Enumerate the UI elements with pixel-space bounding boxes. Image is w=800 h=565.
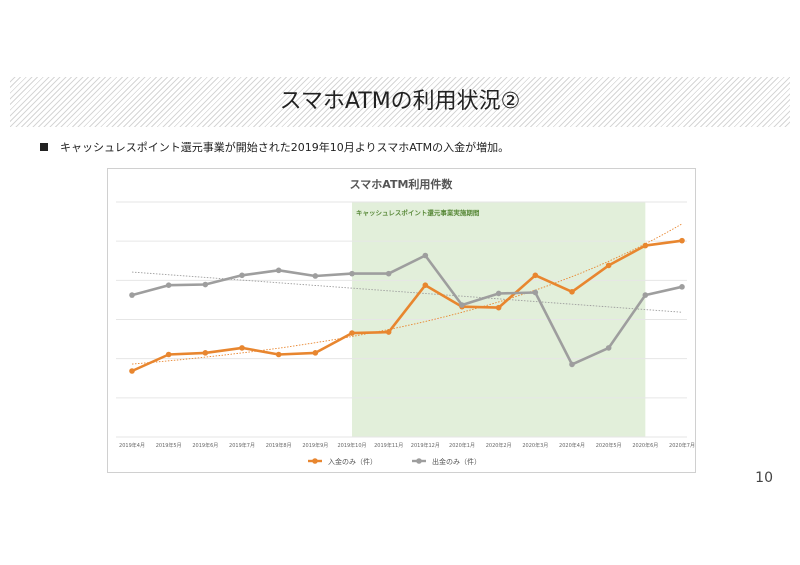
bullet-square-icon — [40, 143, 48, 151]
data-point-withdrawal — [569, 361, 575, 368]
data-point-withdrawal — [679, 284, 685, 290]
x-tick-label: 2019年7月 — [229, 442, 255, 449]
data-point-deposit — [165, 351, 172, 358]
data-point-deposit — [349, 330, 355, 336]
x-tick-label: 2020年6月 — [632, 442, 658, 449]
series-line-withdrawal — [131, 254, 683, 366]
chart-title: スマホATM利用件数 — [350, 177, 454, 191]
x-tick-label: 2019年11月 — [374, 442, 403, 449]
legend-label: 入金のみ（件） — [328, 457, 377, 466]
data-point-deposit — [679, 237, 685, 244]
x-tick-label: 2020年2月 — [486, 442, 512, 449]
data-point-deposit — [532, 272, 539, 279]
data-point-deposit — [385, 329, 392, 335]
data-point-withdrawal — [422, 252, 429, 259]
title-band: スマホATMの利用状況② — [10, 77, 790, 127]
highlight-label: キャッシュレスポイント還元事業実施期間 — [356, 208, 480, 217]
trendline-withdrawal — [131, 271, 683, 313]
bullet-point: キャッシュレスポイント還元事業が開始された2019年10月よりスマホATMの入金… — [40, 139, 509, 155]
data-point-withdrawal — [605, 345, 612, 351]
data-point-withdrawal — [495, 290, 502, 297]
data-point-withdrawal — [532, 289, 539, 296]
data-point-deposit — [129, 368, 135, 374]
data-point-withdrawal — [202, 281, 209, 288]
x-tick-label: 2020年3月 — [522, 442, 548, 449]
x-tick-label: 2019年10月 — [337, 442, 366, 449]
data-point-withdrawal — [349, 270, 355, 277]
data-point-deposit — [239, 345, 245, 351]
data-point-withdrawal — [129, 292, 135, 298]
x-tick-label: 2020年1月 — [449, 442, 475, 449]
data-point-deposit — [275, 351, 282, 358]
x-tick-label: 2019年5月 — [156, 442, 182, 449]
chart-container: スマホATM利用件数キャッシュレスポイント還元事業実施期間 2019年4月 2019… — [107, 168, 696, 473]
bullet-text: キャッシュレスポイント還元事業が開始された2019年10月よりスマホATMの入金… — [60, 141, 510, 154]
data-point-withdrawal — [275, 267, 282, 274]
x-tick-label: 2020年4月 — [559, 442, 585, 449]
data-point-deposit — [605, 262, 612, 269]
data-point-deposit — [422, 282, 429, 288]
legend-swatch-marker — [416, 458, 422, 464]
data-point-withdrawal — [459, 302, 465, 308]
x-tick-label: 2020年7月 — [669, 442, 695, 449]
x-tick-label: 2019年12月 — [411, 442, 440, 449]
x-tick-label: 2019年9月 — [302, 442, 328, 449]
data-point-deposit — [495, 304, 502, 311]
data-point-deposit — [569, 289, 575, 295]
data-point-withdrawal — [239, 272, 245, 279]
page-title: スマホATMの利用状況② — [279, 89, 521, 114]
x-tick-label: 2020年5月 — [596, 442, 622, 449]
x-tick-label: 2019年4月 — [119, 442, 145, 449]
x-tick-label: 2019年6月 — [192, 442, 218, 449]
page-number: 10 — [755, 470, 773, 486]
legend-swatch-marker — [312, 458, 318, 464]
data-point-withdrawal — [385, 270, 392, 277]
x-tick-label: 2019年8月 — [266, 442, 292, 449]
data-point-withdrawal — [165, 282, 172, 288]
data-point-withdrawal — [642, 292, 649, 298]
series-line-deposit — [131, 239, 683, 373]
data-point-deposit — [642, 242, 649, 249]
legend-label: 出金のみ（件） — [432, 457, 481, 466]
data-point-deposit — [202, 350, 209, 356]
data-point-withdrawal — [312, 273, 319, 279]
data-point-deposit — [312, 350, 319, 356]
